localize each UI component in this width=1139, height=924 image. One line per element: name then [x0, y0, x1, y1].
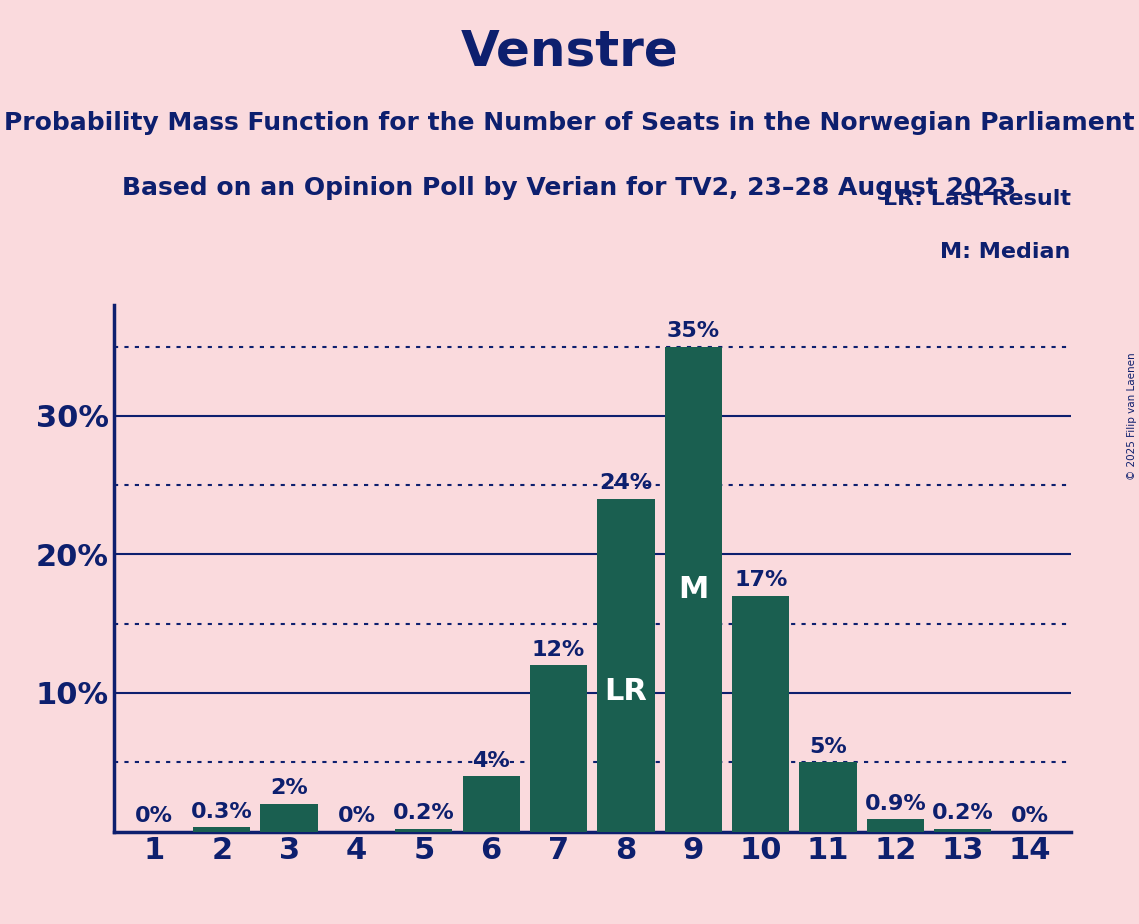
Text: © 2025 Filip van Laenen: © 2025 Filip van Laenen: [1126, 352, 1137, 480]
Text: 0.3%: 0.3%: [191, 802, 253, 822]
Text: 5%: 5%: [809, 736, 847, 757]
Text: 0.9%: 0.9%: [865, 794, 926, 813]
Bar: [934, 829, 991, 832]
Text: 0.2%: 0.2%: [932, 803, 993, 823]
Text: LR: LR: [605, 677, 647, 706]
Text: 0%: 0%: [337, 806, 376, 826]
Text: LR: Last Result: LR: Last Result: [883, 189, 1071, 209]
Bar: [462, 776, 519, 832]
Text: Probability Mass Function for the Number of Seats in the Norwegian Parliament: Probability Mass Function for the Number…: [5, 111, 1134, 135]
Text: 35%: 35%: [666, 321, 720, 341]
Text: Based on an Opinion Poll by Verian for TV2, 23–28 August 2023: Based on an Opinion Poll by Verian for T…: [122, 176, 1017, 200]
Text: 17%: 17%: [734, 570, 787, 590]
Text: 2%: 2%: [270, 778, 308, 798]
Text: 24%: 24%: [599, 473, 653, 493]
Bar: [800, 762, 857, 832]
Bar: [395, 829, 452, 832]
Bar: [732, 596, 789, 832]
Text: 0%: 0%: [1011, 806, 1049, 826]
Text: M: M: [678, 575, 708, 603]
Bar: [530, 665, 588, 832]
Bar: [597, 499, 655, 832]
Bar: [261, 804, 318, 832]
Text: 12%: 12%: [532, 639, 585, 660]
Bar: [665, 346, 722, 832]
Text: M: Median: M: Median: [941, 242, 1071, 261]
Text: 0.2%: 0.2%: [393, 803, 454, 823]
Text: Venstre: Venstre: [460, 28, 679, 76]
Bar: [867, 819, 924, 832]
Text: 4%: 4%: [473, 750, 510, 771]
Bar: [194, 828, 251, 832]
Text: 0%: 0%: [136, 806, 173, 826]
